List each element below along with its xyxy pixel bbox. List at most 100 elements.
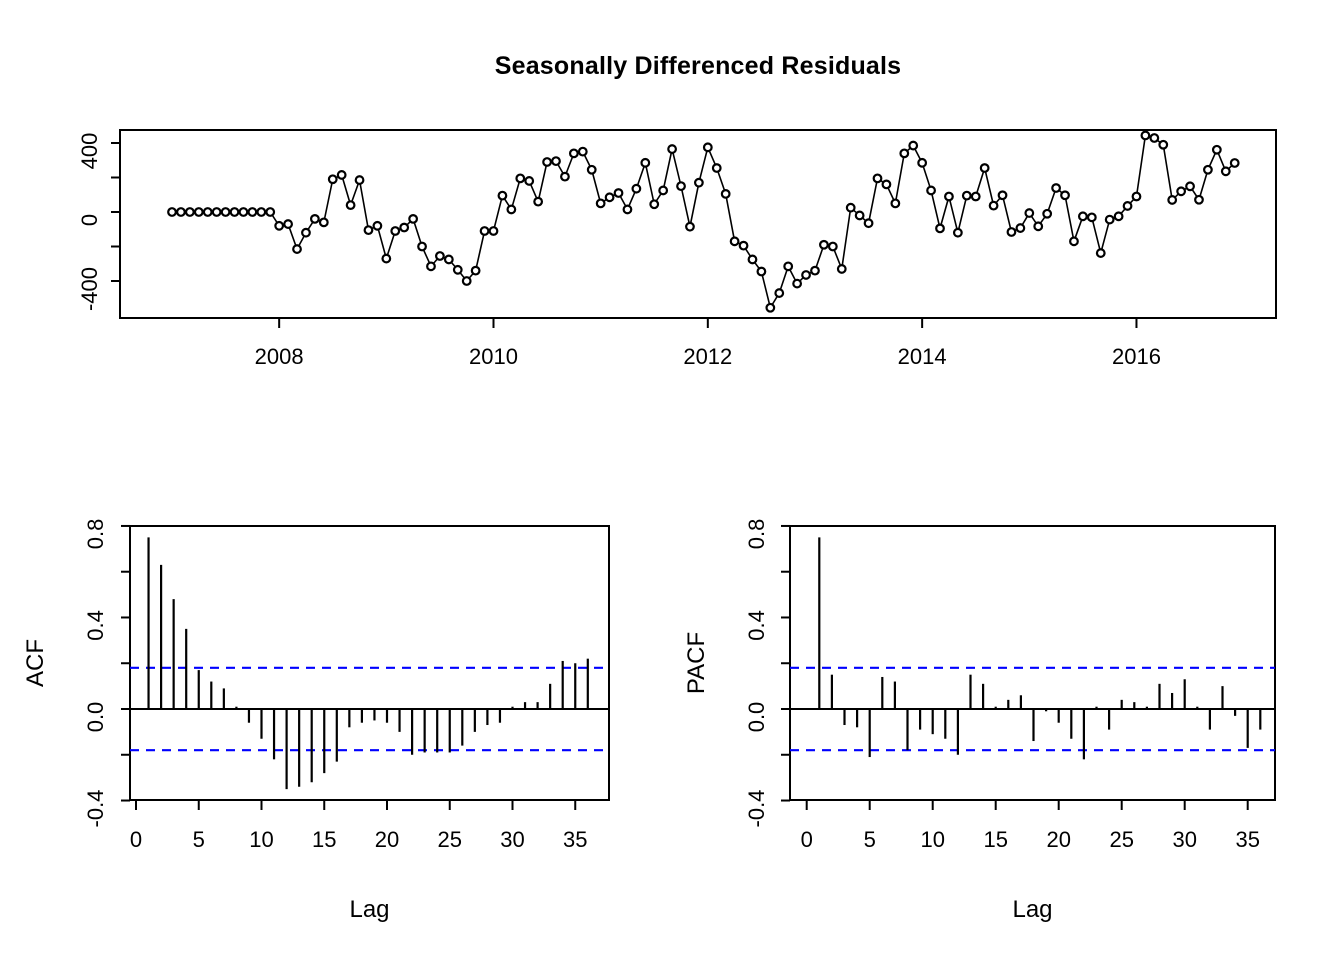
timeseries-point: [426, 261, 436, 272]
pacf-x-tick-label: 20: [1046, 827, 1070, 852]
timeseries-point: [872, 173, 883, 184]
timeseries-point: [167, 207, 177, 217]
timeseries-point: [702, 142, 713, 153]
timeseries-point: [899, 148, 910, 159]
x-tick-label: 2014: [898, 344, 947, 369]
pacf-x-tick-label: 35: [1235, 827, 1259, 852]
acf-y-tick-label: 0.8: [83, 519, 108, 550]
timeseries-point: [1033, 221, 1044, 232]
acf-x-tick-label: 15: [312, 827, 336, 852]
timeseries-point: [1229, 158, 1240, 168]
timeseries-point: [1015, 223, 1026, 233]
timeseries-point: [1024, 208, 1035, 218]
timeseries-point: [443, 254, 454, 265]
timeseries-point: [461, 276, 472, 286]
acf-plot-box: [129, 525, 610, 801]
pacf-ylabel: PACF: [683, 632, 710, 694]
timeseries-point: [417, 241, 427, 252]
timeseries-point: [533, 196, 544, 207]
timeseries-point: [506, 204, 517, 215]
pacf-x-tick-label: 25: [1109, 827, 1133, 852]
timeseries-point: [622, 204, 633, 215]
timeseries-point: [631, 183, 642, 194]
pacf-x-tick-label: 30: [1172, 827, 1196, 852]
timeseries-point: [497, 190, 508, 201]
timeseries-point: [470, 265, 481, 276]
timeseries-point: [961, 190, 972, 201]
timeseries-point: [1185, 181, 1195, 192]
timeseries-point: [327, 174, 338, 185]
x-tick-label: 2008: [255, 344, 304, 369]
timeseries-point: [952, 227, 963, 238]
timeseries-point: [283, 219, 293, 229]
timeseries-point: [1006, 227, 1017, 237]
timeseries-point: [783, 261, 794, 272]
acf-x-tick-label: 25: [438, 827, 462, 852]
timeseries-point: [345, 200, 356, 211]
timeseries-point: [247, 207, 258, 217]
timeseries-point: [488, 226, 499, 236]
timeseries-point: [917, 157, 928, 168]
timeseries-point: [613, 188, 624, 198]
timeseries-point: [720, 188, 731, 199]
timeseries-point: [863, 218, 874, 229]
pacf-y-tick-label: 0.4: [744, 610, 769, 641]
pacf-y-tick-label: 0.8: [744, 519, 769, 550]
timeseries-point: [667, 144, 677, 154]
timeseries-point: [935, 223, 945, 234]
pacf-x-tick-label: 0: [801, 827, 813, 852]
timeseries-point: [640, 157, 651, 168]
timeseries-point: [265, 207, 276, 217]
acf-y-tick-label: -0.4: [83, 790, 108, 828]
timeseries-point: [1211, 144, 1222, 155]
timeseries-point: [1095, 248, 1106, 258]
timeseries-point: [1203, 164, 1213, 175]
timeseries-point: [810, 265, 820, 276]
timeseries-point: [1131, 191, 1142, 202]
acf-y-tick-label: 0.4: [83, 610, 108, 641]
timeseries-point: [381, 253, 392, 264]
timeseries-point: [774, 288, 785, 298]
timeseries-point: [551, 156, 561, 167]
timeseries-point: [238, 207, 249, 217]
timeseries-point: [577, 146, 588, 157]
timeseries-point: [676, 181, 686, 192]
timeseries-point: [354, 175, 365, 185]
timeseries-point: [256, 207, 267, 217]
acf-y-tick-label: 0.0: [83, 702, 108, 733]
timeseries-point: [318, 217, 329, 228]
y-tick-label: -400: [77, 267, 102, 311]
y-tick-label: 400: [77, 133, 102, 170]
timeseries-point: [1113, 211, 1124, 222]
timeseries-point: [1176, 186, 1187, 197]
timeseries-point: [890, 198, 901, 209]
timeseries-point: [819, 239, 829, 250]
timeseries-point: [193, 207, 204, 217]
timeseries-point: [908, 140, 919, 151]
pacf-x-tick-label: 10: [920, 827, 944, 852]
timeseries-point: [988, 200, 999, 211]
timeseries-point: [792, 278, 803, 289]
timeseries-point: [542, 157, 552, 167]
timeseries-point: [1167, 195, 1178, 205]
timeseries-point: [515, 173, 526, 184]
pacf-y-tick-label: 0.0: [744, 702, 769, 733]
timeseries-point: [711, 163, 722, 173]
timeseries-point: [184, 207, 195, 217]
timeseries-point: [479, 226, 490, 236]
acf-xlabel: Lag: [349, 896, 389, 923]
acf-ylabel: ACF: [22, 639, 49, 687]
timeseries-point: [568, 148, 579, 159]
acf-x-tick-label: 20: [375, 827, 399, 852]
timeseries-point: [738, 240, 749, 251]
timeseries-point: [1122, 201, 1133, 211]
timeseries-point: [970, 191, 981, 202]
timeseries-point: [274, 220, 285, 231]
timeseries-point: [658, 185, 669, 196]
timeseries-point: [1104, 214, 1115, 225]
timeseries-point: [586, 164, 597, 175]
timeseries-point: [979, 163, 990, 173]
timeseries-point: [229, 207, 240, 217]
